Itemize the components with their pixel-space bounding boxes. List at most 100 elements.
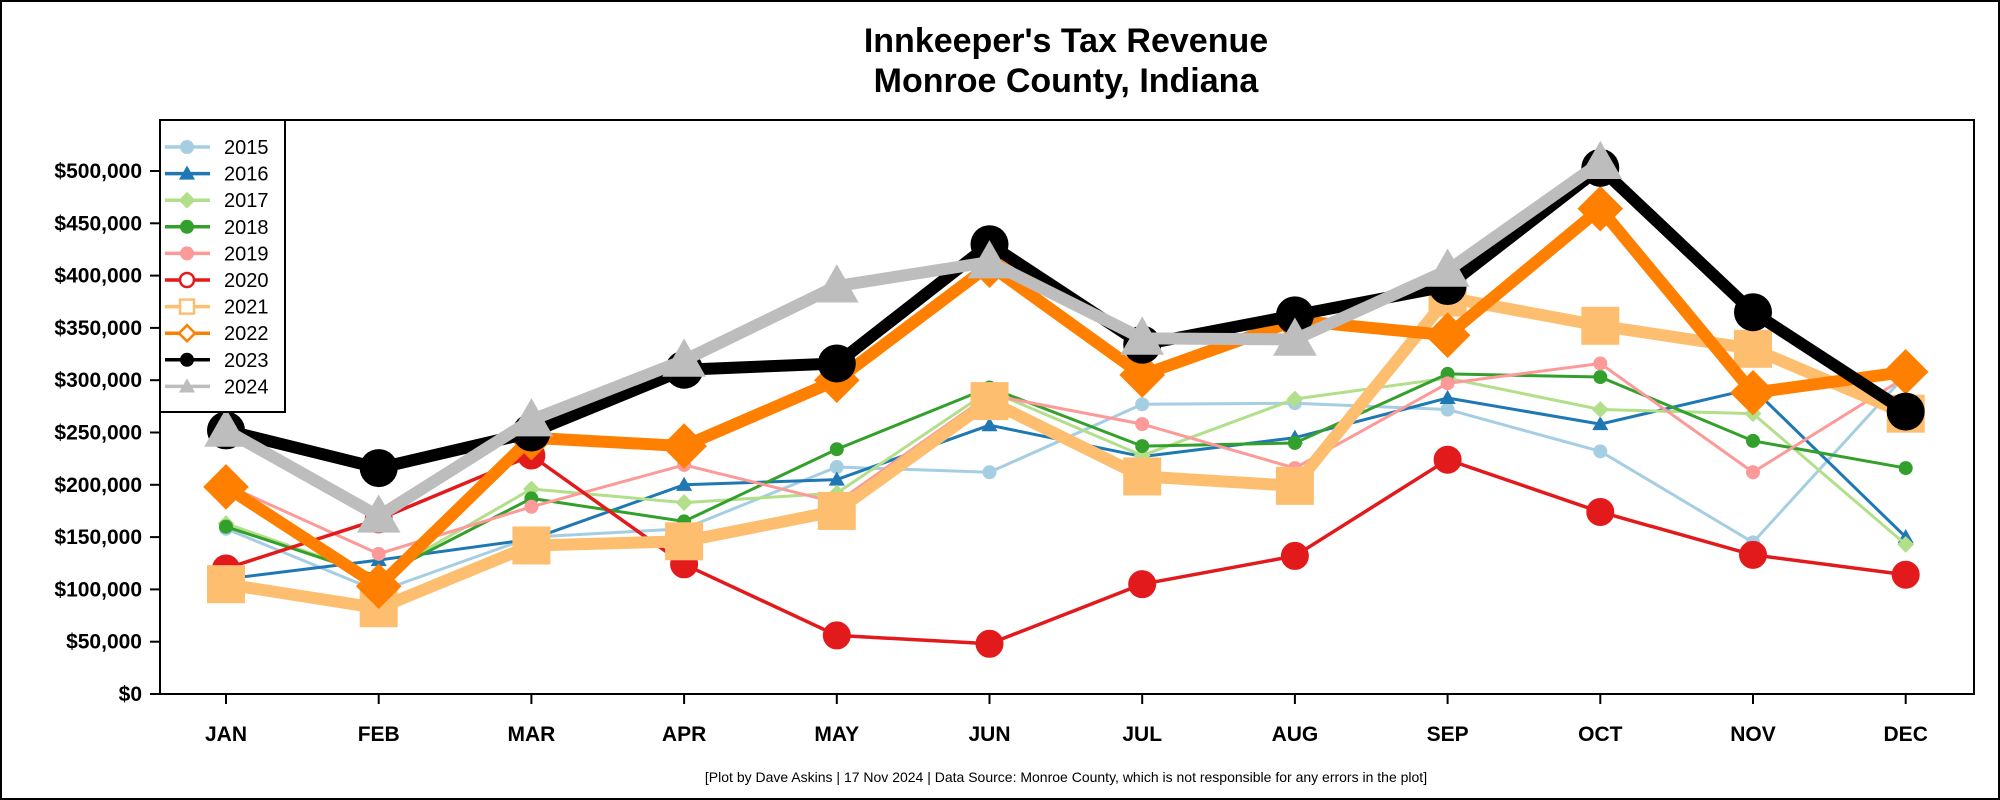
legend-marker	[178, 191, 196, 209]
data-point-2024-AUG	[1273, 317, 1317, 356]
legend-marker	[178, 165, 196, 180]
y-tick-label: $400,000	[54, 265, 142, 288]
data-point-2024-FEB	[356, 494, 401, 533]
data-point-2019-MAR	[524, 499, 539, 514]
data-point-2021-MAY	[817, 491, 856, 530]
data-point-2021-OCT	[1581, 306, 1620, 345]
data-point-2018-JUL	[1135, 439, 1150, 454]
data-point-2023-NOV	[1734, 293, 1772, 332]
data-point-2022-DEC	[1882, 349, 1929, 395]
data-point-2024-MAY	[814, 264, 859, 303]
legend-label: 2021	[224, 297, 269, 319]
data-point-2022-FEB	[355, 563, 402, 610]
data-point-2019-JUL	[1135, 417, 1150, 432]
data-point-2019-SEP	[1440, 376, 1455, 391]
data-point-2023-DEC	[1886, 392, 1925, 431]
data-point-2018-JAN	[219, 519, 233, 534]
legend-label: 2022	[224, 323, 269, 345]
data-point-2021-AUG	[1275, 466, 1314, 505]
x-tick-label: FEB	[358, 723, 400, 746]
data-point-2021-APR	[665, 522, 704, 561]
legend-marker	[180, 219, 194, 234]
series-line-2018	[224, 372, 1908, 579]
data-point-2015-MAY	[829, 460, 844, 475]
legend-marker	[180, 352, 194, 367]
y-tick-label: $50,000	[66, 631, 142, 654]
data-point-2015-JUN	[982, 465, 997, 480]
data-point-2024-APR	[662, 338, 706, 377]
y-tick-label: $250,000	[54, 422, 142, 445]
series-layer	[203, 140, 1929, 658]
data-point-2017-OCT	[1591, 401, 1609, 418]
data-point-2015-SEP	[1440, 402, 1455, 417]
legend-label: 2019	[224, 243, 269, 265]
x-tick-label: DEC	[1884, 723, 1928, 746]
x-tick-label: OCT	[1578, 723, 1623, 746]
data-point-2022-OCT	[1577, 185, 1624, 232]
data-point-2020-JUL	[1128, 570, 1157, 599]
legend-label: 2016	[224, 164, 269, 186]
data-point-2022-JAN	[203, 464, 249, 510]
data-point-2020-DEC	[1891, 560, 1920, 589]
series-line-2024	[220, 156, 1607, 523]
data-point-2022-SEP	[1424, 312, 1471, 359]
legend-label: 2020	[224, 270, 269, 292]
data-point-2017-APR	[675, 494, 693, 511]
legend-marker	[178, 271, 196, 289]
data-point-2020-AUG	[1280, 541, 1309, 570]
series-2022	[203, 185, 1929, 610]
y-tick-label: $200,000	[54, 474, 142, 497]
legend-marker	[180, 246, 194, 261]
x-tick-label: APR	[662, 723, 706, 746]
data-point-2020-OCT	[1586, 497, 1615, 526]
x-tick-label: AUG	[1272, 723, 1319, 746]
data-point-2021-JAN	[207, 565, 245, 604]
data-point-2024-JAN	[204, 408, 248, 447]
data-point-2016-MAY	[828, 471, 845, 486]
legend-item-2023: 2023	[165, 350, 269, 372]
data-point-2018-MAY	[829, 442, 844, 457]
data-point-2018-NOV	[1746, 433, 1760, 448]
legend-item-2021: 2021	[165, 297, 269, 319]
chart-title: Innkeeper's Tax Revenue	[864, 22, 1268, 60]
series-2024	[204, 140, 1623, 533]
data-point-2024-JUN	[967, 240, 1012, 279]
plot-area	[159, 119, 1975, 695]
y-tick-label: $150,000	[54, 526, 142, 549]
data-point-2021-MAR	[512, 526, 551, 565]
legend-box	[159, 119, 286, 413]
legend-item-2022: 2022	[165, 323, 269, 345]
data-point-2021-JUL	[1123, 457, 1162, 496]
data-point-2019-OCT	[1593, 356, 1608, 371]
data-point-2019-FEB	[371, 546, 386, 561]
y-tick-label: $100,000	[54, 578, 142, 601]
x-tick-label: JAN	[205, 723, 247, 746]
legend-item-2015: 2015	[165, 137, 269, 159]
data-point-2023-MAY	[817, 344, 856, 383]
y-tick-label: $350,000	[54, 317, 142, 340]
data-point-2024-JUL	[1120, 316, 1165, 355]
x-tick-label: MAR	[507, 723, 555, 746]
legend-label: 2024	[224, 376, 269, 398]
legend-label: 2023	[224, 350, 269, 372]
series-line-2019	[224, 361, 1908, 556]
series-line-2021	[220, 291, 1912, 615]
legend-item-2024: 2024	[165, 376, 269, 398]
y-tick-label: $300,000	[54, 369, 142, 392]
legend-item-2019: 2019	[165, 243, 269, 265]
data-point-2016-SEP	[1439, 389, 1456, 405]
chart-caption: [Plot by Dave Askins | 17 Nov 2024 | Dat…	[705, 769, 1427, 785]
legend-marker	[177, 323, 197, 343]
x-tick-label: NOV	[1730, 723, 1776, 746]
data-point-2024-OCT	[1578, 140, 1623, 180]
legend: 2015 2016 2017 2018 2019 2020 2021 2022 2023 2024	[159, 119, 286, 413]
legend-label: 2015	[224, 137, 269, 159]
data-point-2020-JUN	[975, 629, 1004, 658]
data-point-2019-NOV	[1746, 465, 1760, 480]
data-point-2023-AUG	[1275, 296, 1314, 335]
y-tick-label: $500,000	[54, 160, 142, 183]
data-point-2020-NOV	[1739, 540, 1767, 569]
data-point-2015-JUL	[1135, 397, 1150, 412]
